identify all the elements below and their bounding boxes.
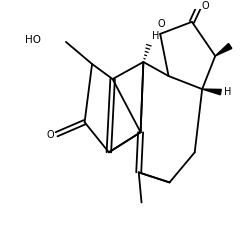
Text: O: O — [158, 19, 165, 30]
Polygon shape — [202, 89, 221, 95]
Text: O: O — [47, 130, 54, 140]
Text: O: O — [202, 1, 209, 11]
Text: H: H — [152, 31, 159, 41]
Polygon shape — [215, 43, 232, 56]
Text: HO: HO — [25, 35, 41, 45]
Text: H: H — [224, 87, 232, 97]
